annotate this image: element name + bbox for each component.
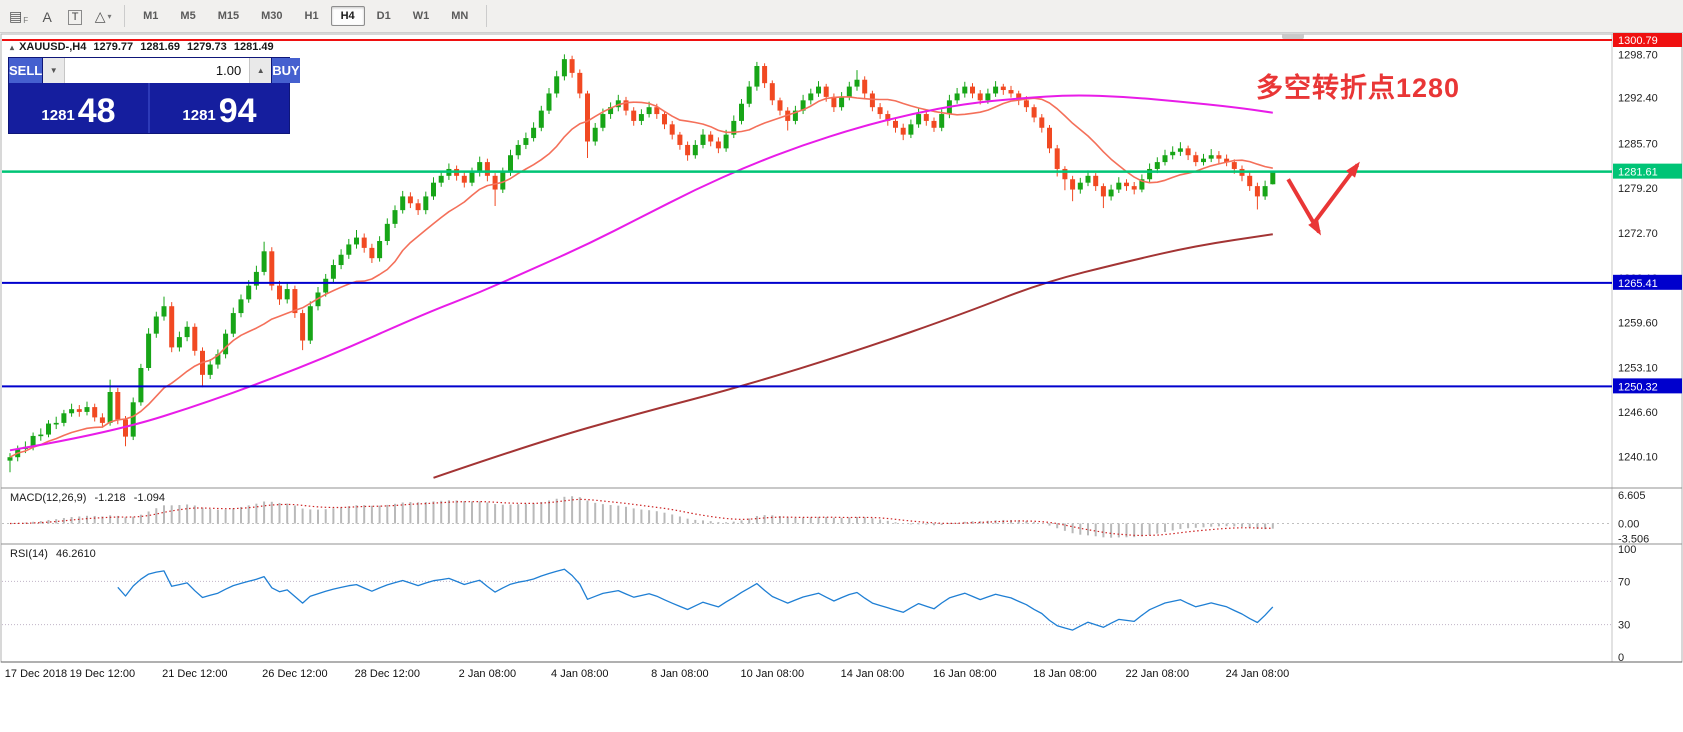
timeframe-button-M5[interactable]: M5: [180, 10, 196, 22]
svg-text:30: 30: [1618, 620, 1630, 632]
macd-indicator-label: MACD(12,26,9) -1.218 -1.094: [10, 492, 170, 504]
svg-text:6.605: 6.605: [1618, 490, 1646, 502]
buy-price[interactable]: 1281 94: [150, 83, 289, 133]
timeframe-button-W1[interactable]: W1: [412, 10, 430, 22]
timeframe-button-D1[interactable]: D1: [376, 10, 391, 22]
volume-input[interactable]: [65, 58, 250, 83]
svg-text:18 Jan 08:00: 18 Jan 08:00: [1033, 668, 1097, 680]
svg-text:28 Dec 12:00: 28 Dec 12:00: [355, 668, 420, 680]
buy-price-main: 1281: [182, 107, 216, 124]
chart-menu-icon[interactable]: ▴: [10, 43, 15, 52]
buy-button[interactable]: BUY: [272, 58, 300, 83]
window-splitter-grip[interactable]: [1282, 34, 1304, 39]
svg-text:1246.60: 1246.60: [1618, 407, 1658, 419]
rsi-value: 46.2610: [55, 548, 96, 560]
text-box-tool-icon[interactable]: T: [62, 4, 88, 28]
svg-text:1250.32: 1250.32: [1618, 381, 1658, 393]
price-divider: [148, 83, 150, 133]
fibonacci-retracement-tool-icon[interactable]: ▤ F: [9, 8, 29, 25]
timeframe-button-MN[interactable]: MN: [451, 10, 469, 22]
volume-increase-button[interactable]: ▲: [249, 58, 272, 83]
chart-title: ▴ XAUUSD-,H4 1279.77 1281.69 1279.73 128…: [10, 41, 278, 53]
svg-text:1292.40: 1292.40: [1618, 93, 1658, 105]
svg-text:4 Jan 08:00: 4 Jan 08:00: [551, 668, 609, 680]
one-click-trading-panel: SELL ▼ ▲ BUY 1281 48 1281 94: [8, 57, 300, 134]
svg-text:1300.79: 1300.79: [1618, 35, 1658, 47]
svg-text:1279.20: 1279.20: [1618, 183, 1658, 195]
toolbar-separator: [124, 5, 126, 27]
svg-text:8 Jan 08:00: 8 Jan 08:00: [651, 668, 709, 680]
svg-text:1281.61: 1281.61: [1618, 167, 1658, 179]
svg-text:1285.70: 1285.70: [1618, 139, 1658, 151]
svg-text:1298.70: 1298.70: [1618, 49, 1658, 61]
svg-text:17 Dec 2018: 17 Dec 2018: [5, 668, 67, 680]
svg-text:-3.506: -3.506: [1618, 534, 1649, 546]
sell-button[interactable]: SELL: [9, 58, 43, 83]
timeframe-button-H1[interactable]: H1: [304, 10, 319, 22]
sell-price-main: 1281: [41, 107, 75, 124]
timeframe-button-M30[interactable]: M30: [261, 10, 283, 22]
svg-text:16 Jan 08:00: 16 Jan 08:00: [933, 668, 997, 680]
svg-text:0: 0: [1618, 652, 1624, 664]
svg-text:22 Jan 08:00: 22 Jan 08:00: [1125, 668, 1189, 680]
macd-signal-value: -1.094: [133, 492, 165, 504]
volume-control: ▼ ▲: [42, 58, 273, 83]
timeframe-button-M1[interactable]: M1: [143, 10, 159, 22]
chart-annotation[interactable]: 多空转折点1280: [1256, 73, 1461, 103]
drawing-tools-group: ▤ F A T △ ▾: [4, 4, 117, 28]
shapes-tool-icon[interactable]: △ ▾: [94, 8, 112, 24]
volume-decrease-button[interactable]: ▼: [43, 58, 66, 83]
text-label-tool-icon[interactable]: A: [42, 9, 52, 25]
sell-price[interactable]: 1281 48: [9, 83, 148, 133]
timeframe-button-M15[interactable]: M15: [217, 10, 240, 22]
ohlc-high: 1281.69: [140, 41, 180, 53]
symbol-name: XAUUSD-,H4: [19, 41, 87, 53]
svg-text:70: 70: [1618, 576, 1630, 588]
svg-text:10 Jan 08:00: 10 Jan 08:00: [740, 668, 804, 680]
svg-text:2 Jan 08:00: 2 Jan 08:00: [459, 668, 517, 680]
timeframe-group: M1 M5 M15 M30 H1 H4 D1 W1 MN: [132, 6, 479, 26]
macd-main-value: -1.218: [94, 492, 126, 504]
svg-text:1259.60: 1259.60: [1618, 318, 1658, 330]
macd-name: MACD(12,26,9): [10, 492, 87, 504]
ohlc-low: 1279.73: [187, 41, 227, 53]
svg-text:1253.10: 1253.10: [1618, 362, 1658, 374]
chart-toolbar: ▤ F A T △ ▾ M1 M5 M15 M30 H1 H4 D1 W1 MN: [0, 0, 1683, 33]
svg-text:14 Jan 08:00: 14 Jan 08:00: [841, 668, 905, 680]
sell-price-pips: 48: [77, 92, 116, 130]
ohlc-close: 1281.49: [233, 41, 274, 53]
rsi-indicator-label: RSI(14) 46.2610: [10, 548, 101, 560]
buy-price-pips: 94: [218, 92, 257, 130]
timeframe-button-H4[interactable]: H4: [330, 6, 365, 26]
svg-text:21 Dec 12:00: 21 Dec 12:00: [162, 668, 227, 680]
rsi-name: RSI(14): [10, 548, 48, 560]
toolbar-separator: [486, 5, 488, 27]
ohlc-open: 1279.77: [93, 41, 134, 53]
svg-text:1240.10: 1240.10: [1618, 452, 1658, 464]
svg-text:26 Dec 12:00: 26 Dec 12:00: [262, 668, 327, 680]
svg-text:1265.41: 1265.41: [1618, 278, 1658, 290]
svg-text:1272.70: 1272.70: [1618, 228, 1658, 240]
svg-text:19 Dec 12:00: 19 Dec 12:00: [70, 668, 135, 680]
svg-text:0.00: 0.00: [1618, 519, 1639, 531]
svg-text:100: 100: [1618, 544, 1636, 556]
svg-text:24 Jan 08:00: 24 Jan 08:00: [1226, 668, 1290, 680]
